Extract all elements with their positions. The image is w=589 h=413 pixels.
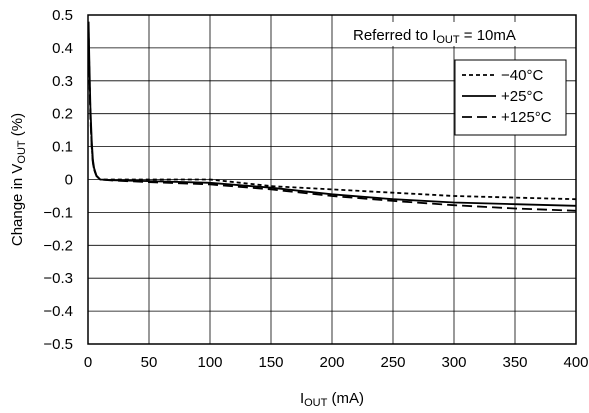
x-tick-label: 250 (380, 354, 405, 371)
legend: −40°C +25°C +125°C (454, 59, 567, 136)
legend-label: +125°C (501, 109, 552, 126)
reference-annotation: Referred to IOUT = 10mA (346, 22, 572, 46)
y-tick-label: 0.2 (52, 106, 73, 123)
y-tick-label: −0.4 (43, 303, 73, 320)
y-tick-label: −0.5 (43, 336, 73, 353)
x-tick-label: 300 (441, 354, 466, 371)
legend-label: +25°C (501, 88, 543, 105)
tick-labels: 0 50 100 150 200 250 300 350 400 0.5 0.4 0.3 0.2 0.1 0… (43, 7, 588, 371)
series-line (87, 34, 577, 212)
x-tick-label: 50 (141, 354, 158, 371)
x-axis-label: IOUT (mA) (300, 390, 364, 409)
y-tick-label: −0.3 (43, 270, 73, 287)
x-tick-label: 350 (502, 354, 527, 371)
y-tick-label: 0 (65, 172, 73, 189)
x-tick-label: 200 (319, 354, 344, 371)
y-tick-label: 0.1 (52, 139, 73, 156)
x-tick-label: 400 (563, 354, 588, 371)
series-lines (87, 21, 577, 212)
x-tick-label: 100 (197, 354, 222, 371)
legend-label: −40°C (501, 67, 543, 84)
y-tick-label: 0.3 (52, 73, 73, 90)
plot-frame (87, 14, 577, 345)
annotation-text: Referred to IOUT = 10mA (353, 27, 516, 46)
y-axis-label: Change in VOUT (%) (9, 113, 28, 246)
x-tick-label: 0 (84, 354, 92, 371)
y-tick-label: 0.4 (52, 40, 73, 57)
y-tick-label: −0.1 (43, 204, 73, 221)
y-tick-label: −0.2 (43, 237, 73, 254)
y-tick-label: 0.5 (52, 7, 73, 24)
x-tick-label: 150 (258, 354, 283, 371)
